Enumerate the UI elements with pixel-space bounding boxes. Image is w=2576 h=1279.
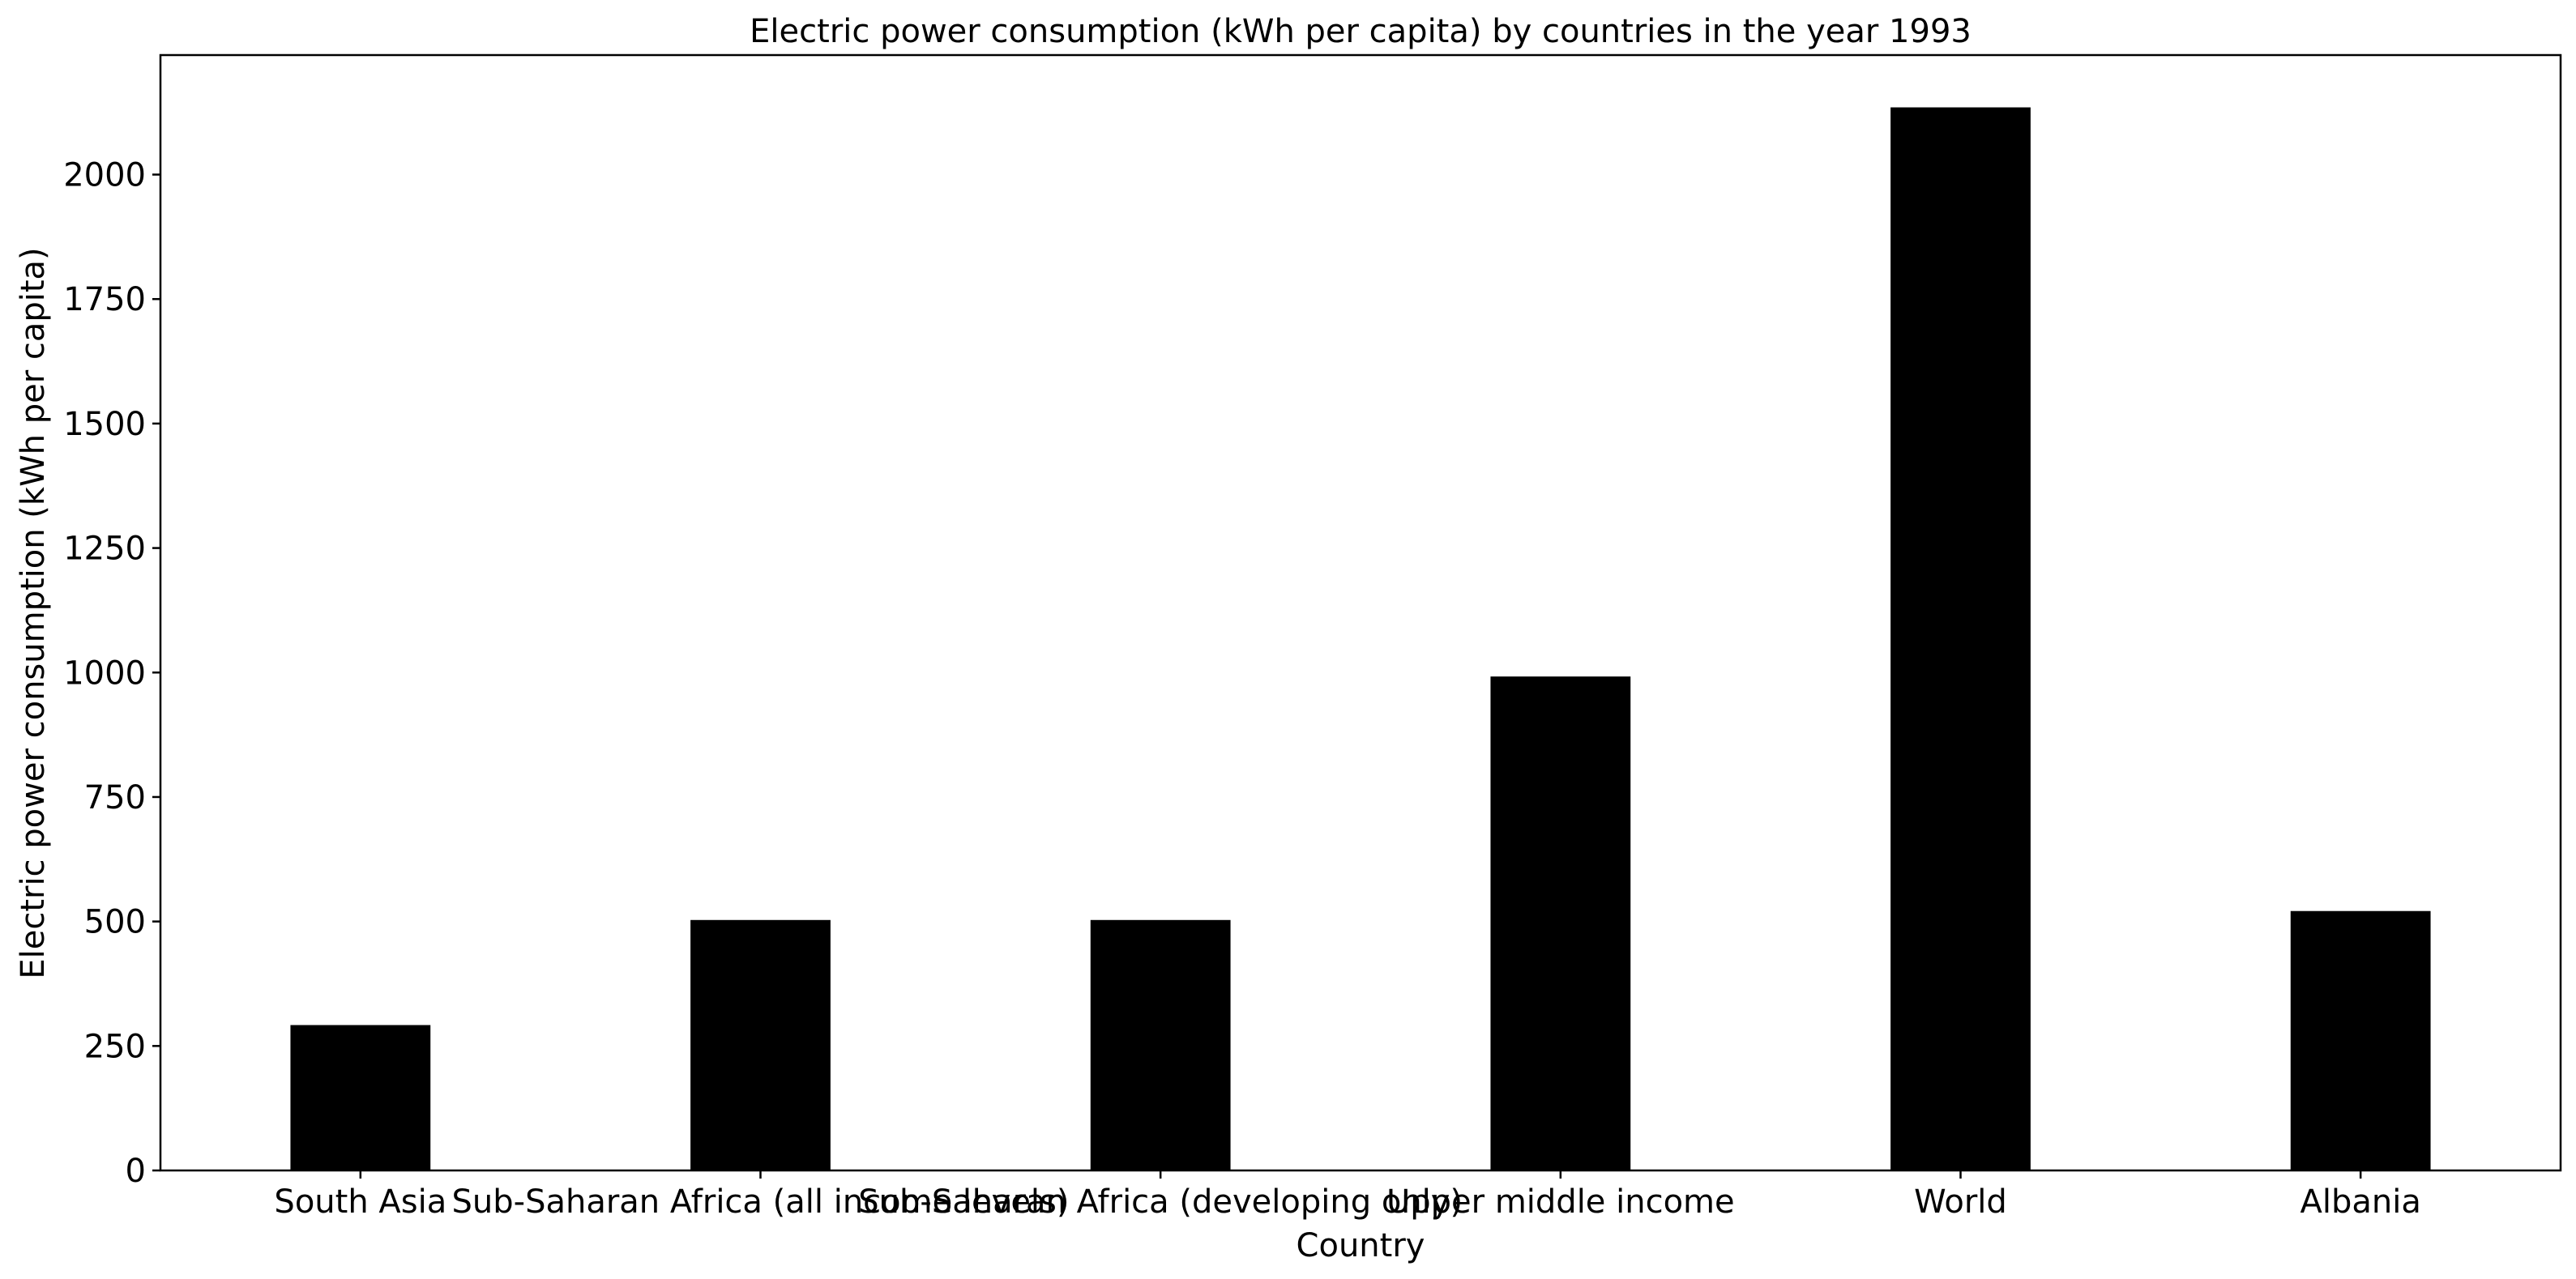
- y-tick-label: 1500: [63, 406, 146, 443]
- bar-world: [1890, 107, 2031, 1170]
- y-axis-label: Electric power consumption (kWh per capi…: [15, 247, 52, 978]
- x-tick-label: Upper middle income: [1386, 1183, 1735, 1221]
- x-tick-label: South Asia: [274, 1183, 446, 1221]
- y-tick-label: 2000: [63, 157, 146, 194]
- y-tick-label: 500: [84, 904, 146, 941]
- y-axis-ticks: 0 250 500 750 1000 1250 1500 1750 2000: [63, 157, 160, 1190]
- x-tick-label: World: [1914, 1183, 2007, 1221]
- y-tick-label: 1250: [63, 531, 146, 568]
- y-tick-label: 0: [126, 1153, 146, 1190]
- chart-title: Electric power consumption (kWh per capi…: [750, 13, 1972, 50]
- x-axis-ticks: South Asia Sub-Saharan Africa (all income…: [274, 1170, 2421, 1221]
- bar-south-asia: [290, 1025, 431, 1170]
- bar-sub-saharan-africa-all-income-levels: [690, 919, 831, 1170]
- bar-sub-saharan-africa-developing-only: [1090, 919, 1231, 1170]
- x-axis-label: Country: [1297, 1227, 1425, 1264]
- bar-albania: [2290, 910, 2431, 1170]
- bar-upper-middle-income: [1490, 676, 1631, 1170]
- y-tick-label: 1750: [63, 281, 146, 318]
- y-tick-label: 750: [84, 779, 146, 816]
- y-tick-label: 250: [84, 1028, 146, 1065]
- bars: [290, 107, 2431, 1170]
- x-tick-label: Sub-Saharan Africa (developing only): [858, 1183, 1463, 1221]
- x-tick-label: Sub-Saharan Africa (all income levels): [452, 1183, 1070, 1221]
- y-tick-label: 1000: [63, 654, 146, 692]
- x-tick-label: Albania: [2300, 1183, 2420, 1221]
- plot-frame: [159, 53, 2562, 1172]
